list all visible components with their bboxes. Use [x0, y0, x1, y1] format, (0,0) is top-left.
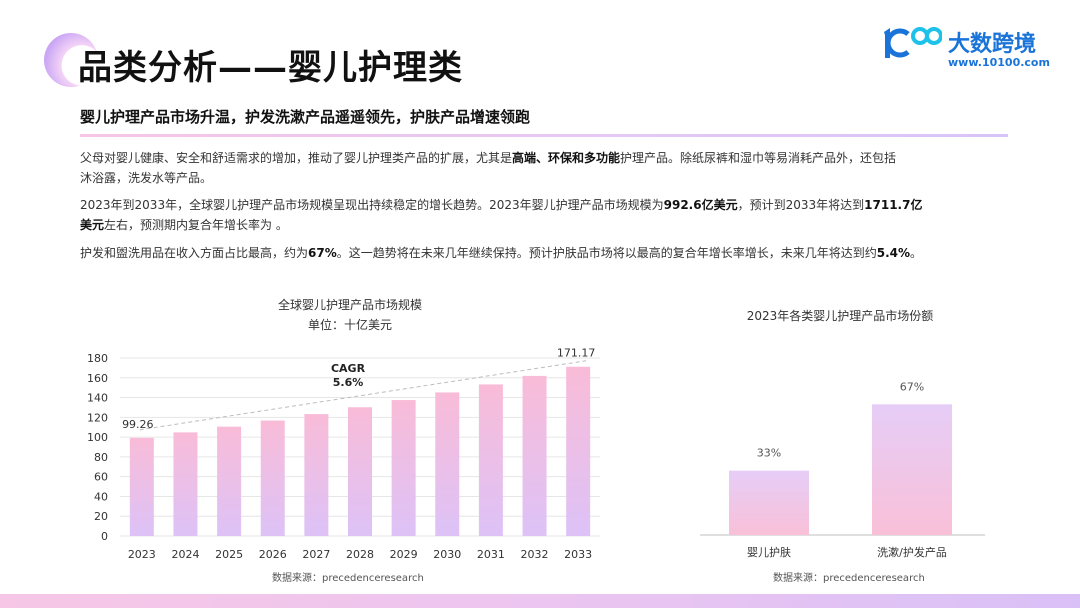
bar: [260, 420, 285, 536]
data-label-first: 99.26: [122, 418, 153, 431]
bar: [304, 414, 329, 536]
chart2-title: 2023年各类婴儿护理产品市场份额: [746, 309, 934, 323]
paragraph-2: 2023年到2033年，全球婴儿护理产品市场规模呈现出持续稳定的增长趋势。202…: [80, 198, 923, 232]
subtitle-divider: [80, 134, 1008, 137]
x-tick-label: 2025: [215, 548, 243, 561]
y-tick-label: 140: [87, 392, 108, 405]
cagr-annotation-label: CAGR: [331, 362, 366, 375]
y-tick-label: 80: [94, 451, 108, 464]
chart2-source: 数据来源：precedenceresearch: [773, 573, 925, 584]
share-value-label: 67%: [900, 380, 924, 393]
cagr-annotation-value: 5.6%: [333, 376, 364, 389]
y-tick-label: 40: [94, 490, 108, 503]
logo-name: 大数跨境: [948, 32, 1037, 57]
bar: [173, 432, 198, 536]
paragraph-3: 护发和盥洗用品在收入方面占比最高，约为67%。这一趋势将在未来几年继续保持。预计…: [80, 246, 923, 260]
category-label: 婴儿护肤: [747, 545, 791, 559]
logo-url: www.10100.com: [948, 56, 1050, 69]
x-tick-label: 2026: [259, 548, 287, 561]
section-subtitle: 婴儿护理产品市场升温，护发洗漱产品遥遥领先，护肤产品增速领跑: [80, 108, 531, 126]
paragraph-1: 父母对婴儿健康、安全和舒适需求的增加，推动了婴儿护理类产品的扩展，尤其是高端、环…: [80, 151, 897, 185]
category-label: 洗漱/护发产品: [877, 545, 947, 559]
chart1-source: 数据来源：precedenceresearch: [272, 573, 424, 584]
bar: [217, 426, 242, 536]
x-tick-label: 2031: [477, 548, 505, 561]
chart1-unit: 单位：十亿美元: [307, 318, 392, 332]
x-tick-label: 2033: [564, 548, 592, 561]
x-tick-label: 2030: [433, 548, 461, 561]
market-share-bar-chart: 33% 婴儿护肤 67% 洗漱/护发产品: [700, 380, 985, 559]
market-size-bar-chart: 0 20 40 60 80 100 120 140 160 180 2023 2024 2025 2026…: [87, 347, 600, 561]
chart1-title: 全球婴儿护理产品市场规模: [277, 298, 422, 312]
title-decoration: [44, 33, 98, 87]
bar: [348, 407, 372, 536]
bar: [566, 366, 591, 536]
bar: [478, 384, 503, 536]
x-tick-label: 2027: [302, 548, 330, 561]
share-value-label: 33%: [757, 447, 781, 460]
bottom-decoration-bar: [0, 594, 1080, 608]
bar: [129, 437, 154, 536]
x-tick-label: 2032: [521, 548, 549, 561]
y-tick-label: 120: [87, 411, 108, 424]
brand-logo: 大数跨境 www.10100.com: [878, 20, 1058, 72]
x-tick-label: 2029: [390, 548, 418, 561]
x-tick-label: 2023: [128, 548, 156, 561]
bar: [435, 392, 460, 536]
cagr-trend-line: [139, 360, 587, 431]
logo-mark-icon: [884, 27, 942, 58]
page-title: 品类分析——婴儿护理类: [78, 48, 463, 88]
x-tick-label: 2028: [346, 548, 374, 561]
bar: [391, 400, 416, 536]
y-tick-label: 0: [101, 530, 108, 543]
y-tick-label: 100: [87, 431, 108, 444]
share-bar: [872, 404, 952, 535]
x-tick-label: 2024: [171, 548, 199, 561]
share-bar: [729, 470, 809, 535]
data-label-last: 171.17: [557, 347, 596, 360]
bar: [522, 375, 547, 536]
y-tick-label: 20: [94, 510, 108, 523]
y-tick-label: 180: [87, 352, 108, 365]
y-tick-label: 60: [94, 471, 108, 484]
y-tick-label: 160: [87, 372, 108, 385]
